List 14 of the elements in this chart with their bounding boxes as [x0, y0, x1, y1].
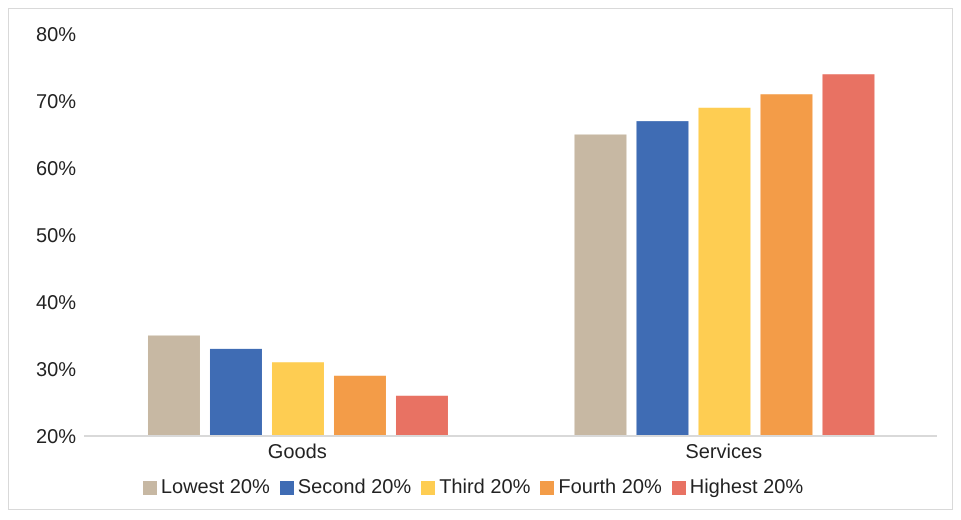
legend-label: Lowest 20%: [160, 476, 270, 498]
x-tick-label: Services: [685, 441, 762, 464]
legend-label: Highest 20%: [690, 476, 804, 498]
y-tick-label: 40%: [36, 292, 76, 314]
legend-label: Fourth 20%: [558, 476, 662, 498]
y-tick-label: 50%: [36, 225, 76, 248]
x-tick-label: Goods: [268, 441, 327, 464]
y-tick-label: 60%: [36, 158, 76, 180]
legend-label: Second 20%: [298, 476, 412, 498]
legend-label: Third 20%: [439, 476, 530, 498]
y-tick-label: 30%: [36, 359, 76, 382]
y-tick-label: 80%: [36, 24, 76, 46]
y-tick-label: 20%: [36, 426, 76, 448]
y-tick-label: 70%: [36, 91, 76, 114]
